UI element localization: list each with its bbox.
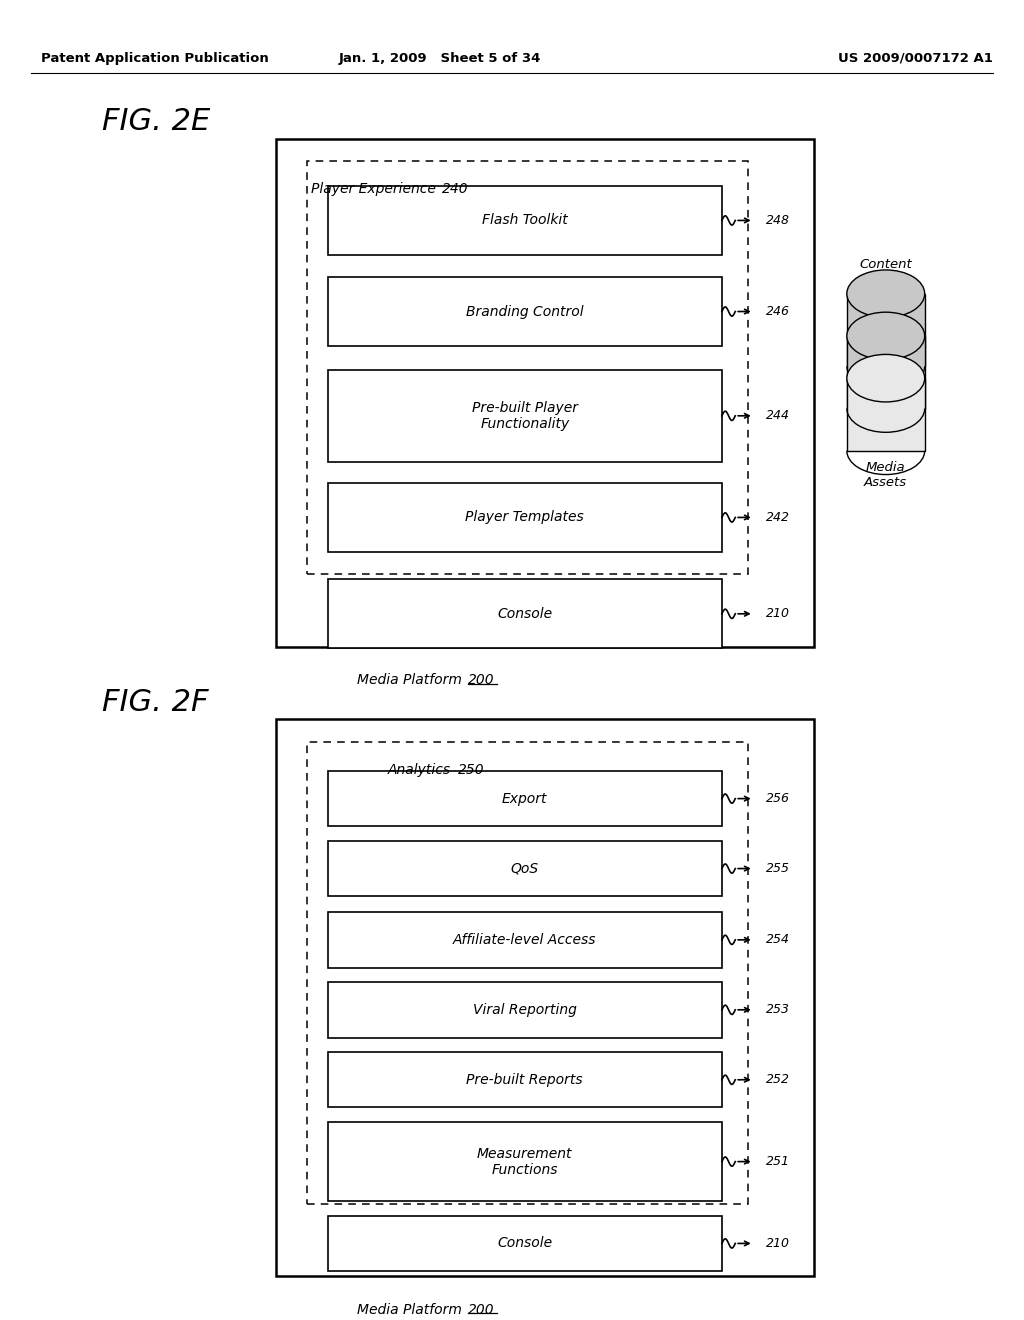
- Text: Console: Console: [498, 607, 552, 620]
- Text: 252: 252: [766, 1073, 790, 1086]
- FancyBboxPatch shape: [328, 579, 722, 648]
- FancyBboxPatch shape: [328, 771, 722, 826]
- Text: 200: 200: [468, 673, 495, 688]
- Text: Media
Assets: Media Assets: [864, 461, 907, 490]
- Bar: [847, 378, 925, 450]
- Ellipse shape: [847, 313, 925, 360]
- FancyBboxPatch shape: [328, 982, 722, 1038]
- Text: 200: 200: [468, 1303, 495, 1317]
- Text: 256: 256: [766, 792, 790, 805]
- Text: Measurement
Functions: Measurement Functions: [477, 1147, 572, 1176]
- Text: Console: Console: [498, 1237, 552, 1250]
- FancyBboxPatch shape: [328, 1122, 722, 1201]
- Text: Content: Content: [859, 257, 912, 271]
- Text: FIG. 2E: FIG. 2E: [102, 107, 211, 136]
- Text: Analytics: Analytics: [388, 763, 456, 777]
- Text: 210: 210: [766, 607, 790, 620]
- Text: 250: 250: [458, 763, 484, 777]
- Ellipse shape: [847, 354, 925, 401]
- Text: 240: 240: [442, 182, 469, 197]
- FancyBboxPatch shape: [328, 483, 722, 552]
- Text: 253: 253: [766, 1003, 790, 1016]
- FancyBboxPatch shape: [328, 1216, 722, 1271]
- Text: QoS: QoS: [511, 862, 539, 875]
- Text: Affiliate-level Access: Affiliate-level Access: [453, 933, 597, 946]
- Text: 242: 242: [766, 511, 790, 524]
- Text: 248: 248: [766, 214, 790, 227]
- Text: Player Experience: Player Experience: [311, 182, 440, 197]
- FancyBboxPatch shape: [276, 139, 814, 647]
- FancyBboxPatch shape: [328, 370, 722, 462]
- Text: Media Platform: Media Platform: [356, 673, 466, 688]
- Text: Pre-built Player
Functionality: Pre-built Player Functionality: [472, 401, 578, 430]
- Text: FIG. 2F: FIG. 2F: [102, 688, 209, 717]
- Text: Export: Export: [502, 792, 548, 805]
- Text: Patent Application Publication: Patent Application Publication: [41, 51, 268, 65]
- Bar: [847, 335, 925, 409]
- FancyBboxPatch shape: [328, 1052, 722, 1107]
- Text: 254: 254: [766, 933, 790, 946]
- Text: 246: 246: [766, 305, 790, 318]
- Text: Jan. 1, 2009   Sheet 5 of 34: Jan. 1, 2009 Sheet 5 of 34: [339, 51, 542, 65]
- Text: 210: 210: [766, 1237, 790, 1250]
- FancyBboxPatch shape: [328, 277, 722, 346]
- Text: US 2009/0007172 A1: US 2009/0007172 A1: [839, 51, 993, 65]
- Ellipse shape: [847, 271, 925, 318]
- Text: 255: 255: [766, 862, 790, 875]
- Text: Branding Control: Branding Control: [466, 305, 584, 318]
- FancyBboxPatch shape: [276, 719, 814, 1276]
- Text: Media Platform: Media Platform: [356, 1303, 466, 1317]
- Text: Player Templates: Player Templates: [466, 511, 584, 524]
- FancyBboxPatch shape: [328, 912, 722, 968]
- Text: Viral Reporting: Viral Reporting: [473, 1003, 577, 1016]
- Text: Pre-built Reports: Pre-built Reports: [467, 1073, 583, 1086]
- Bar: [847, 293, 925, 366]
- Text: 251: 251: [766, 1155, 790, 1168]
- Text: 244: 244: [766, 409, 790, 422]
- Text: Flash Toolkit: Flash Toolkit: [482, 214, 567, 227]
- FancyBboxPatch shape: [328, 841, 722, 896]
- FancyBboxPatch shape: [328, 186, 722, 255]
